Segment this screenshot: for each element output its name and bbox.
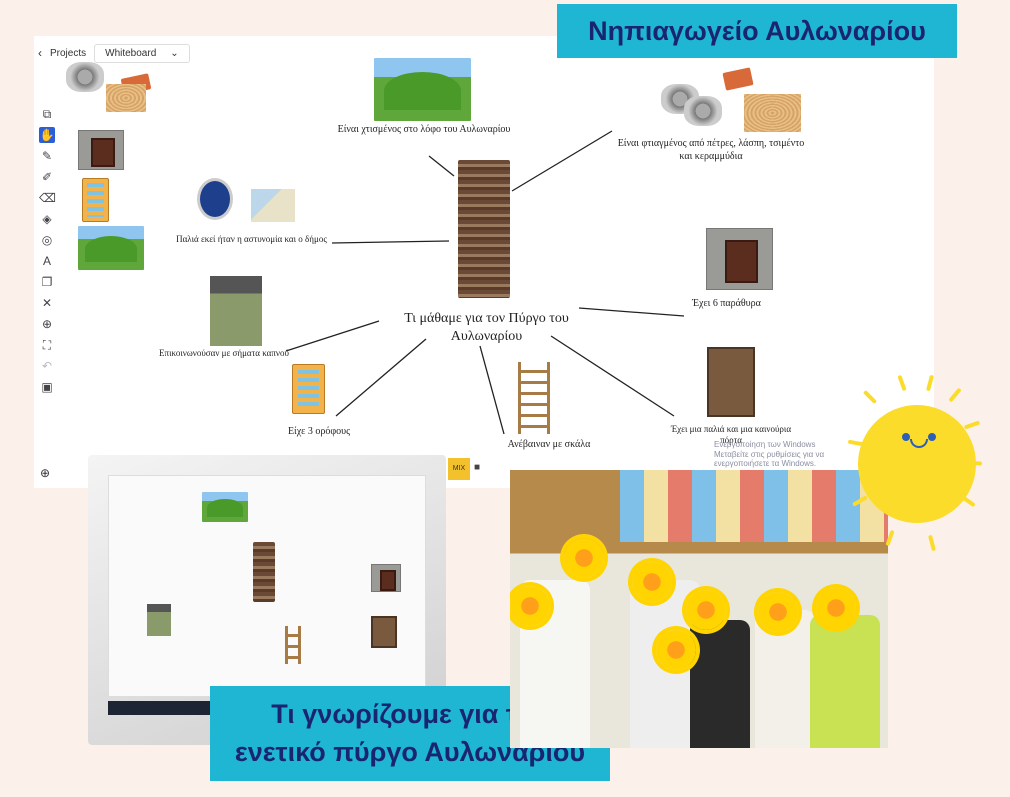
pen-icon[interactable]: ✎ (41, 149, 53, 163)
face-cover-flower (816, 588, 856, 628)
frame-small-icon[interactable]: ▣ (41, 380, 53, 394)
smoke-signal-photo (210, 276, 262, 346)
materials-label: Είναι φτιαγμένος από πέτρες, λάσπη, τσιμ… (617, 138, 805, 162)
child-figure (810, 615, 880, 748)
building-image (292, 364, 325, 414)
whiteboard-screenshot: ‹ Projects Whiteboard ⌄ ⧉ ✋ ✎ ✐ ⌫ ◈ ◎ A … (34, 36, 934, 488)
screen-tower-image (253, 542, 275, 602)
classroom-wall-posters (620, 470, 888, 542)
hill-sticker (78, 226, 144, 270)
face-cover-flower (564, 538, 604, 578)
hand-icon[interactable]: ✋ (39, 127, 55, 143)
window-sticker (78, 130, 124, 170)
face-cover-flower (510, 586, 550, 626)
ladder-image (518, 362, 550, 434)
connector-materials (511, 130, 613, 192)
board-selector[interactable]: Whiteboard ⌄ (94, 43, 190, 63)
undo-icon[interactable]: ↶ (41, 359, 53, 373)
bottom-title-line1: Τι γνωρίζουμε για τον (271, 699, 549, 729)
shapes-icon[interactable]: ◎ (41, 233, 53, 247)
fill-icon[interactable]: ◈ (42, 212, 52, 226)
text-icon[interactable]: A (42, 254, 51, 268)
camera-icon[interactable]: ■ (474, 462, 481, 473)
windows-label: Έχει 6 παράθυρα (692, 298, 761, 309)
child-figure (690, 620, 750, 748)
window-photo (706, 228, 773, 290)
mindmap-connectors (285, 130, 685, 435)
marker-icon[interactable]: ✐ (41, 170, 53, 184)
connector-windows (578, 307, 685, 317)
tool-palette: ⧉ ✋ ✎ ✐ ⌫ ◈ ◎ A ❐ ✕ ⊕ ⛶ ↶ ▣ (38, 106, 56, 395)
building-sticker (82, 178, 109, 222)
hill-photo (374, 58, 471, 121)
connector-floors (335, 338, 427, 417)
connector-door (550, 335, 675, 417)
center-label: Τι μάθαμε για τον Πύργο του Αυλωναρίου (404, 311, 569, 344)
gravel-image (684, 96, 722, 126)
hill-label: Είναι χτισμένος στο λόφο του Αυλωναρίου (337, 124, 511, 135)
frame-icon[interactable]: ⧉ (42, 107, 52, 121)
sun-eye (902, 433, 910, 441)
ladder-label: Ανέβαιναν με σκάλα (507, 439, 591, 450)
top-title: Νηπιαγωγείο Αυλωναρίου (557, 4, 957, 58)
windows-activation-text: Ενεργοποίηση των Windows Μεταβείτε στις … (714, 440, 825, 469)
eraser-icon[interactable]: ⌫ (39, 191, 56, 205)
zoom-icon[interactable]: ⊕ (40, 466, 51, 480)
sun-eye (928, 433, 936, 441)
screen-hill-photo (202, 492, 248, 522)
screen-door-photo (371, 616, 397, 648)
sand-image (744, 94, 801, 132)
connector-hill (428, 155, 455, 177)
connector-police (331, 240, 450, 244)
door-photo (707, 347, 755, 417)
child-figure (755, 610, 815, 748)
face-cover-flower (656, 630, 696, 670)
whiteboard-topbar: ‹ Projects Whiteboard ⌄ (38, 40, 190, 66)
police-badge-image (197, 178, 233, 220)
door-label: Έχει μια παλιά και μια καινούρια πόρτα (670, 424, 792, 446)
police-label: Παλιά εκεί ήταν η αστυνομία και ο δήμος (176, 234, 327, 244)
face-cover-flower (686, 590, 726, 630)
board-label: Whiteboard (105, 47, 157, 59)
children-photo (510, 470, 888, 748)
screen-ladder-image (285, 626, 301, 664)
tower-image (458, 160, 510, 298)
screen-window-photo (371, 564, 401, 592)
connector-smoke (285, 320, 380, 352)
sun-rays (847, 374, 988, 555)
mix-button[interactable]: MIX (448, 458, 470, 480)
face-cover-flower (758, 592, 798, 632)
sand-sticker (106, 84, 146, 112)
face-cover-flower (632, 562, 672, 602)
screen-whiteboard-image (108, 475, 426, 697)
connector-ladder (479, 345, 505, 435)
smoke-label: Επικοινωνούσαν με σήματα καπνού (159, 348, 289, 358)
stones-sticker (66, 62, 104, 92)
map-image (251, 189, 295, 222)
screen-smoke-photo (147, 604, 171, 636)
delete-icon[interactable]: ✕ (41, 296, 53, 310)
projects-link[interactable]: Projects (50, 47, 87, 59)
fit-icon[interactable]: ⛶ (42, 338, 52, 352)
chevron-left-icon[interactable]: ‹ (38, 46, 42, 60)
sun-drawing (858, 405, 976, 523)
target-icon[interactable]: ⊕ (41, 317, 53, 331)
floors-label: Είχε 3 ορόφους (287, 426, 351, 437)
copy-icon[interactable]: ❐ (41, 275, 53, 289)
chevron-down-icon: ⌄ (170, 47, 179, 59)
